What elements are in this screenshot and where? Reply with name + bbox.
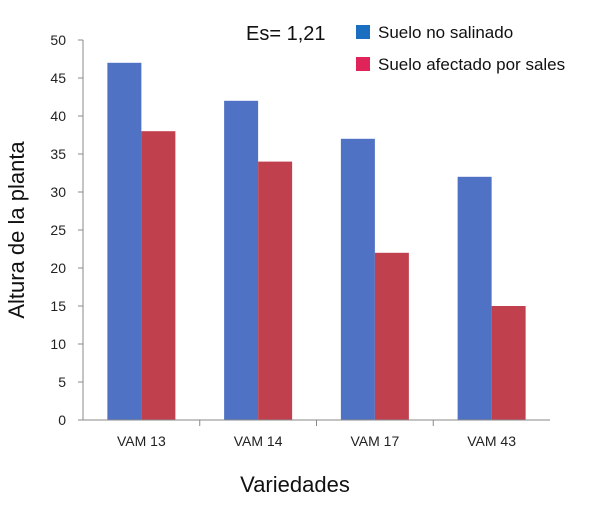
- x-tick-label-vam-14: VAM 14: [234, 433, 283, 449]
- bar-vam-14-suelo-afectado-por-sales: [258, 161, 293, 420]
- legend-swatch-suelo-no-salinado: [356, 25, 370, 39]
- y-tick-label-30: 30: [50, 184, 66, 200]
- bar-vam-14-suelo-no-salinado: [224, 100, 259, 421]
- legend: Suelo no salinado Suelo afectado por sal…: [356, 23, 565, 74]
- legend-swatch-suelo-afectado-por-sales: [356, 57, 370, 71]
- x-axis-title: Variedades: [240, 472, 350, 497]
- legend-label-suelo-afectado-por-sales: Suelo afectado por sales: [378, 55, 565, 74]
- y-tick-label-35: 35: [50, 146, 66, 162]
- y-tick-label-5: 5: [58, 374, 66, 390]
- y-tick-label-10: 10: [50, 336, 66, 352]
- y-tick-label-25: 25: [50, 222, 66, 238]
- y-tick-label-45: 45: [50, 70, 66, 86]
- y-tick-label-15: 15: [50, 298, 66, 314]
- x-tick-labels: VAM 13 VAM 14 VAM 17 VAM 43: [117, 420, 516, 449]
- y-tick-label-40: 40: [50, 108, 66, 124]
- bar-vam-17-suelo-no-salinado: [340, 138, 375, 421]
- bar-vam-13-suelo-no-salinado: [107, 62, 142, 421]
- y-tick-label-50: 50: [50, 32, 66, 48]
- x-tick-label-vam-17: VAM 17: [350, 433, 399, 449]
- bar-vam-17-suelo-afectado-por-sales: [374, 252, 409, 420]
- bar-vam-13-suelo-afectado-por-sales: [141, 131, 176, 420]
- bar-vam-43-suelo-no-salinado: [457, 176, 492, 420]
- y-axis-title: Altura de la planta: [4, 141, 29, 319]
- x-tick-label-vam-13: VAM 13: [117, 433, 166, 449]
- y-tick-label-20: 20: [50, 260, 66, 276]
- bars-group: [107, 62, 526, 421]
- y-tick-labels: 0 5 10 15 20 25 30 35 40 45 50: [50, 32, 83, 428]
- y-tick-label-0: 0: [58, 412, 66, 428]
- bar-vam-43-suelo-afectado-por-sales: [491, 306, 526, 420]
- stat-annotation: Es= 1,21: [246, 23, 326, 45]
- legend-label-suelo-no-salinado: Suelo no salinado: [378, 23, 513, 42]
- x-tick-label-vam-43: VAM 43: [467, 433, 516, 449]
